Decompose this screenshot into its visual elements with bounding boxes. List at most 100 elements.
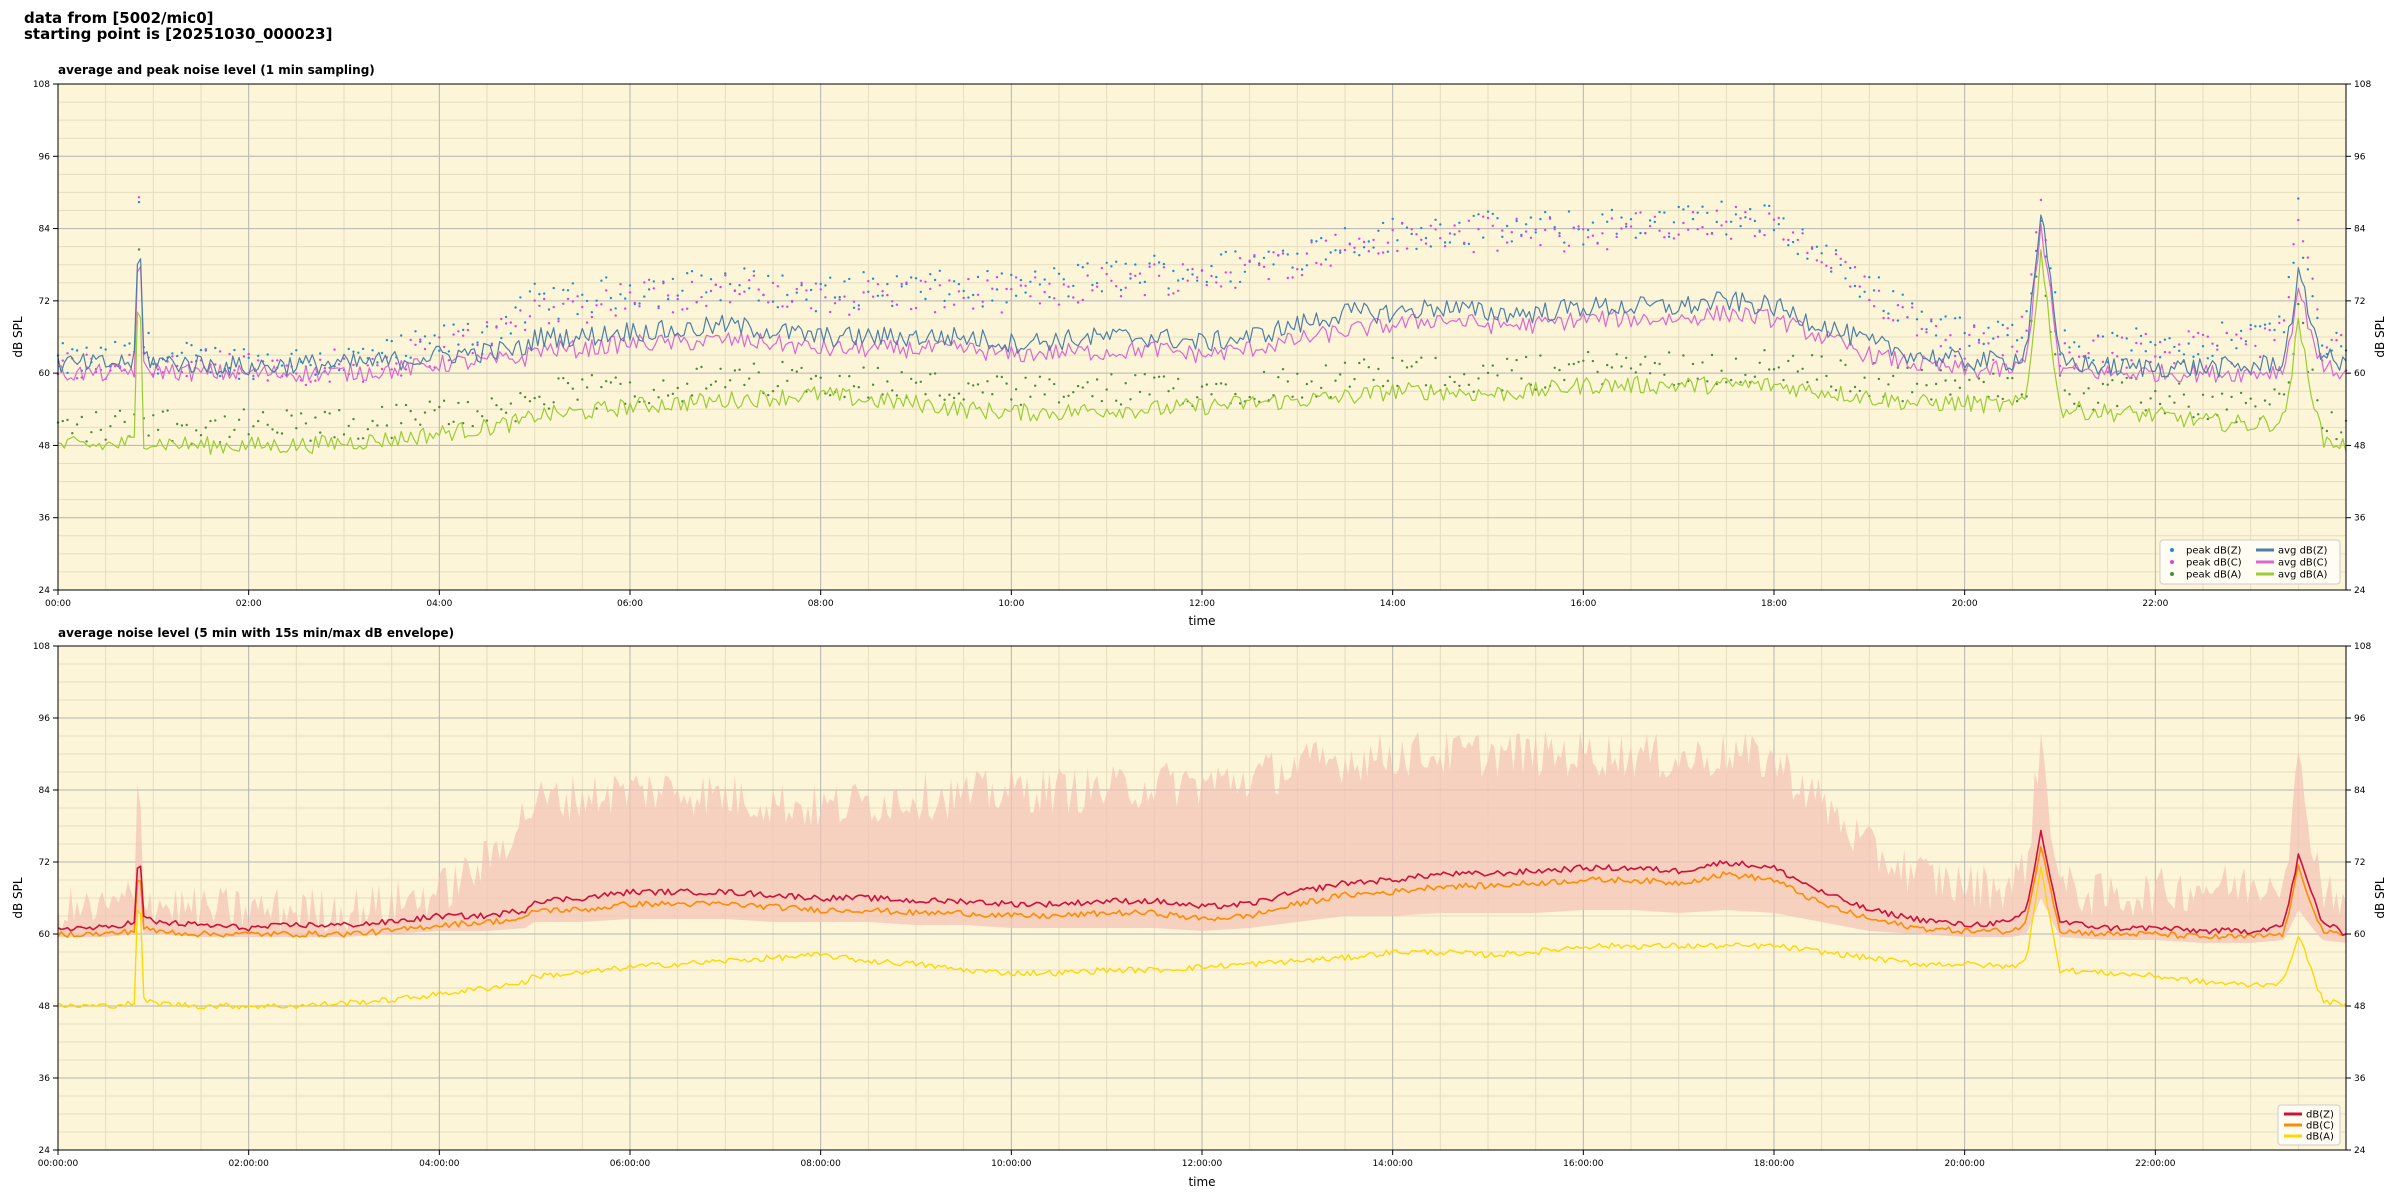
peak-z-point (600, 279, 603, 282)
peak-a-point (390, 436, 393, 440)
peak-c-point (304, 383, 308, 387)
peak-z-point (1524, 223, 1528, 226)
peak-a-point (156, 428, 160, 432)
peak-z-point (2058, 353, 2062, 356)
peak-c-point (762, 293, 765, 296)
peak-a-point (1734, 357, 1738, 360)
peak-z-point (504, 315, 508, 319)
peak-a-point (1100, 399, 1104, 403)
peak-c-point (233, 369, 236, 372)
peak-z-point (1320, 236, 1323, 240)
peak-a-point (638, 400, 641, 404)
peak-z-point (938, 269, 941, 272)
peak-z-point (914, 277, 918, 280)
peak-z-point (1439, 223, 1442, 226)
peak-c-point (2087, 352, 2090, 355)
peak-c-point (2273, 338, 2276, 342)
peak-a-point (299, 412, 303, 415)
peak-c-point (1777, 216, 1781, 220)
peak-c-point (1386, 241, 1390, 244)
peak-z-point (805, 298, 808, 301)
peak-z-point (1958, 316, 1962, 319)
peak-z-point (1663, 211, 1666, 214)
peak-c-point (1300, 273, 1304, 277)
peak-z-point (1872, 289, 1876, 292)
peak-a-point (767, 393, 770, 397)
peak-c-point (409, 338, 412, 342)
envelope-band (58, 730, 2346, 943)
a-line (57, 866, 2347, 1010)
peak-a-point (1372, 378, 1375, 382)
peak-c-point (1529, 236, 1533, 239)
peak-a-point (1396, 384, 1399, 388)
peak-c-point (1324, 239, 1328, 242)
peak-z-point (862, 271, 865, 274)
peak-c-point (309, 380, 312, 383)
peak-a-point (657, 396, 660, 399)
peak-a-point (1172, 387, 1175, 390)
peak-z-point (199, 348, 203, 352)
peak-c-point (161, 371, 165, 374)
peak-z-point (886, 282, 889, 286)
peak-z-point (957, 282, 961, 286)
peak-c-point (1834, 252, 1838, 256)
peak-a-point (1167, 390, 1170, 393)
peak-a-point (876, 366, 880, 370)
peak-c-point (571, 300, 574, 303)
peak-a-point (114, 415, 117, 418)
peak-c-point (1372, 238, 1375, 242)
peak-c-point (1043, 290, 1046, 294)
peak-z-point (2173, 345, 2176, 349)
peak-c-point (1110, 279, 1113, 282)
peak-z-point (2220, 321, 2224, 324)
peak-z-point (1882, 309, 1885, 313)
peak-z-point (2020, 336, 2024, 339)
peak-a-point (1134, 374, 1137, 377)
peak-a-point (2073, 402, 2076, 405)
legend-label: avg dB(A) (2278, 570, 2328, 581)
peak-a-point (948, 393, 951, 396)
peak-a-point (1801, 367, 1804, 370)
peak-c-point (557, 320, 560, 323)
peak-z-point (2130, 349, 2133, 352)
peak-c-point (137, 196, 141, 199)
peak-a-point (1310, 380, 1313, 383)
peak-c-point (900, 282, 903, 286)
peak-z-point (1987, 326, 1990, 329)
peak-c-point (938, 284, 941, 287)
peak-c-point (814, 282, 818, 285)
peak-c-point (933, 311, 937, 314)
peak-c-point (1415, 233, 1418, 236)
peak-a-point (1534, 388, 1537, 391)
peak-z-point (2144, 350, 2147, 353)
peak-a-point (252, 425, 255, 428)
legend-label: dB(A) (2306, 1132, 2334, 1143)
peak-z-point (1477, 213, 1480, 216)
peak-c-point (2225, 331, 2228, 335)
panel1-ytick-label-left: 36 (39, 514, 51, 524)
peak-z-point (948, 293, 951, 296)
peak-z-point (2259, 325, 2262, 328)
peak-c-point (247, 352, 250, 356)
peak-z-point (1934, 334, 1938, 337)
peak-z-point (833, 296, 837, 299)
peak-c-point (2068, 351, 2071, 354)
peak-z-point (2101, 335, 2105, 338)
peak-c-point (752, 274, 756, 277)
peak-a-point (671, 392, 675, 395)
peak-z-point (1992, 337, 1995, 340)
peak-c-point (957, 290, 961, 293)
peak-z-point (1172, 269, 1175, 273)
peak-c-point (1134, 274, 1137, 277)
peak-a-point (109, 425, 112, 428)
peak-a-point (2316, 399, 2319, 402)
peak-z-point (1496, 217, 1499, 220)
peak-c-point (2125, 366, 2128, 369)
peak-c-point (1625, 222, 1628, 226)
peak-c-point (2130, 359, 2133, 362)
peak-c-point (914, 306, 918, 310)
peak-z-point (609, 296, 613, 300)
peak-a-point (1339, 373, 1342, 376)
panel1-ytick-label-left: 60 (39, 369, 51, 379)
peak-c-point (1720, 224, 1723, 227)
